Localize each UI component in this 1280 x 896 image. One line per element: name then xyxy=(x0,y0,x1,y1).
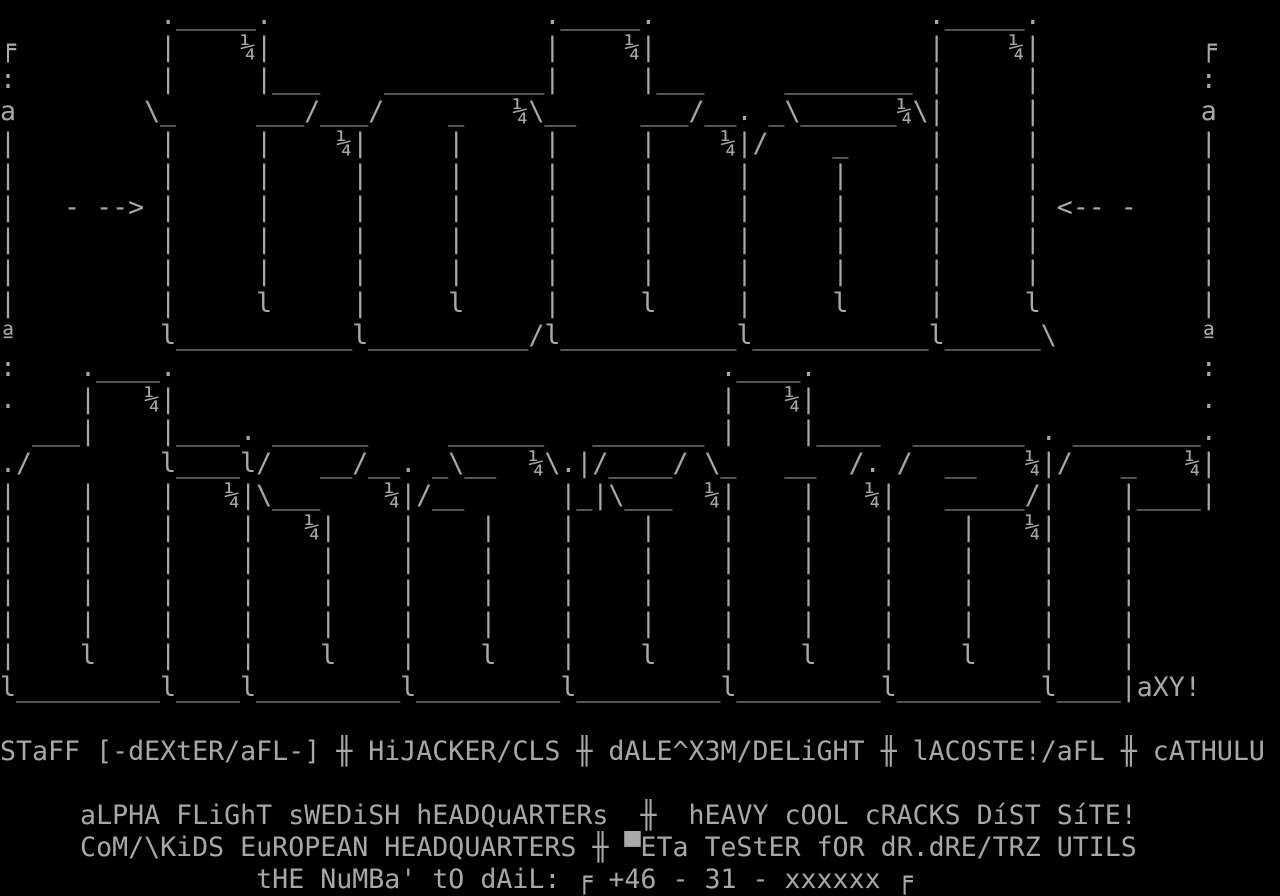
ansi-art-row: | | | | | | | | | | | | xyxy=(0,224,1217,255)
ansi-art-row: | | | | | | | | | | | | | | | xyxy=(0,544,1137,575)
ansi-art-row: . | ¼| | ¼| . xyxy=(0,384,1217,415)
ansi-art-row: | | | | | | | | | | | | | | | xyxy=(0,608,1137,639)
ansi-art-row: ___| |____. ______ ______ _______ | |___… xyxy=(0,416,1217,447)
ansi-art-row: | - --> | | | | | | | | | | <-- - | xyxy=(0,192,1217,223)
ansi-art-row: | | | | | | | | | | | | xyxy=(0,160,1217,191)
ansi-art-row: | | | | | | | | | | | | | | | xyxy=(0,576,1137,607)
ansi-art-row: a \_ ___/___/ _ ¼\__ ___/__. _\______¼\|… xyxy=(0,96,1217,127)
blank-row xyxy=(0,704,1280,736)
blank-row xyxy=(0,768,1280,800)
ansi-art-row: | | | ¼| | | | ¼|/ _ | | | xyxy=(0,128,1217,159)
staff-line: STaFF [-dEXtER/aFL-] ╫ HiJACKER/CLS ╫ dA… xyxy=(0,736,1265,767)
ansi-art-row: : .____. .____. : xyxy=(0,352,1217,383)
ansi-art-row: | | | | ¼| | | | | | | | | ¼| | xyxy=(0,512,1137,543)
ansi-art-row: ╒ | ¼| | ¼| | ¼| ╒ xyxy=(0,32,1217,63)
ansi-art-row-signature: l_________l____l_________l_________l____… xyxy=(0,672,1201,703)
dial-number-line: tHE NuMBa' tO dAiL: ╒ +46 - 31 - xxxxxx … xyxy=(0,864,913,895)
ansi-art-row: : | |___ __________| |___ ________ | | : xyxy=(0,64,1217,95)
ansi-art-row: | | | ¼|\___ ¼|/__ |_|\___ ¼| | ¼| _____… xyxy=(0,480,1217,511)
ansi-art-row: | | | | | | | | | | | | xyxy=(0,256,1217,287)
ansi-art-row: | l | | l | l | l | l | l | | xyxy=(0,640,1137,671)
hq-line-1: aLPHA FLiGhT sWEDiSH hEADQuARTERs ╫ hEAV… xyxy=(0,800,1137,831)
ansi-art-row: | | l | l | l | l | l | xyxy=(0,288,1217,319)
ansi-art-row: ._____. ._____. ._____. xyxy=(0,0,1041,31)
hq-line-2: CoM/\KiDS EuROPEAN HEADQUARTERS ╫ ▀ETa T… xyxy=(0,832,1137,863)
ansi-art-row: ª l___________l__________/l___________l_… xyxy=(0,320,1217,351)
ansi-art-row: ./ l____l/ __/__. _\__ ¼\.|/____/ \_ __ … xyxy=(0,448,1217,479)
